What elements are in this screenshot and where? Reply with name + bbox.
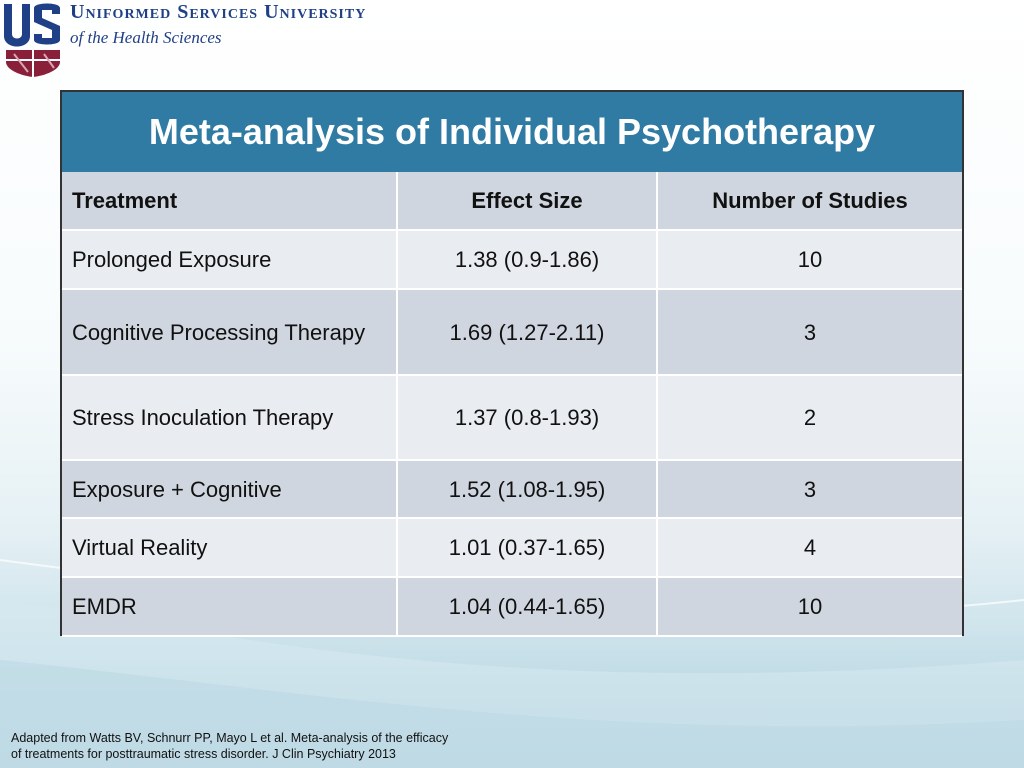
citation-line-2: of treatments for posttraumatic stress d… — [11, 747, 396, 761]
treatment-cell: Cognitive Processing Therapy — [62, 289, 398, 376]
citation-line-1: Adapted from Watts BV, Schnurr PP, Mayo … — [11, 731, 449, 745]
table-row: Exposure + Cognitive 1.52 (1.08-1.95) 3 — [62, 460, 962, 519]
logo-university-name: Uniformed Services University — [70, 1, 367, 23]
studies-count-cell: 10 — [657, 230, 962, 290]
effect-size-cell: 1.69 (1.27-2.11) — [397, 289, 658, 376]
column-header-number-of-studies: Number of Studies — [657, 172, 962, 231]
effect-size-cell: 1.01 (0.37-1.65) — [397, 518, 658, 578]
table-header-row: Treatment Effect Size Number of Studies — [62, 172, 962, 231]
studies-count-cell: 2 — [657, 375, 962, 461]
usu-emblem-icon — [4, 3, 60, 77]
citation-footnote: Adapted from Watts BV, Schnurr PP, Mayo … — [11, 730, 448, 762]
logo-university-subtitle: of the Health Sciences — [70, 28, 222, 47]
table-row: Stress Inoculation Therapy 1.37 (0.8-1.9… — [62, 375, 962, 461]
studies-count-cell: 3 — [657, 289, 962, 376]
column-header-effect-size: Effect Size — [397, 172, 658, 231]
table-row: Cognitive Processing Therapy 1.69 (1.27-… — [62, 289, 962, 376]
meta-analysis-table-frame: Meta-analysis of Individual Psychotherap… — [60, 90, 964, 637]
table-row: Virtual Reality 1.01 (0.37-1.65) 4 — [62, 518, 962, 578]
meta-analysis-table: Treatment Effect Size Number of Studies … — [62, 172, 962, 637]
treatment-cell: Stress Inoculation Therapy — [62, 375, 398, 461]
table-row: Prolonged Exposure 1.38 (0.9-1.86) 10 — [62, 230, 962, 290]
column-header-treatment: Treatment — [62, 172, 398, 231]
treatment-cell: Virtual Reality — [62, 518, 398, 578]
studies-count-cell: 4 — [657, 518, 962, 578]
effect-size-cell: 1.37 (0.8-1.93) — [397, 375, 658, 461]
studies-count-cell: 10 — [657, 577, 962, 637]
table-row: EMDR 1.04 (0.44-1.65) 10 — [62, 577, 962, 637]
slide-title: Meta-analysis of Individual Psychotherap… — [62, 92, 962, 172]
effect-size-cell: 1.52 (1.08-1.95) — [397, 460, 658, 519]
effect-size-cell: 1.04 (0.44-1.65) — [397, 577, 658, 637]
usu-logo: Uniformed Services University of the Hea… — [0, 0, 440, 80]
treatment-cell: Prolonged Exposure — [62, 230, 398, 290]
treatment-cell: Exposure + Cognitive — [62, 460, 398, 519]
effect-size-cell: 1.38 (0.9-1.86) — [397, 230, 658, 290]
studies-count-cell: 3 — [657, 460, 962, 519]
treatment-cell: EMDR — [62, 577, 398, 637]
